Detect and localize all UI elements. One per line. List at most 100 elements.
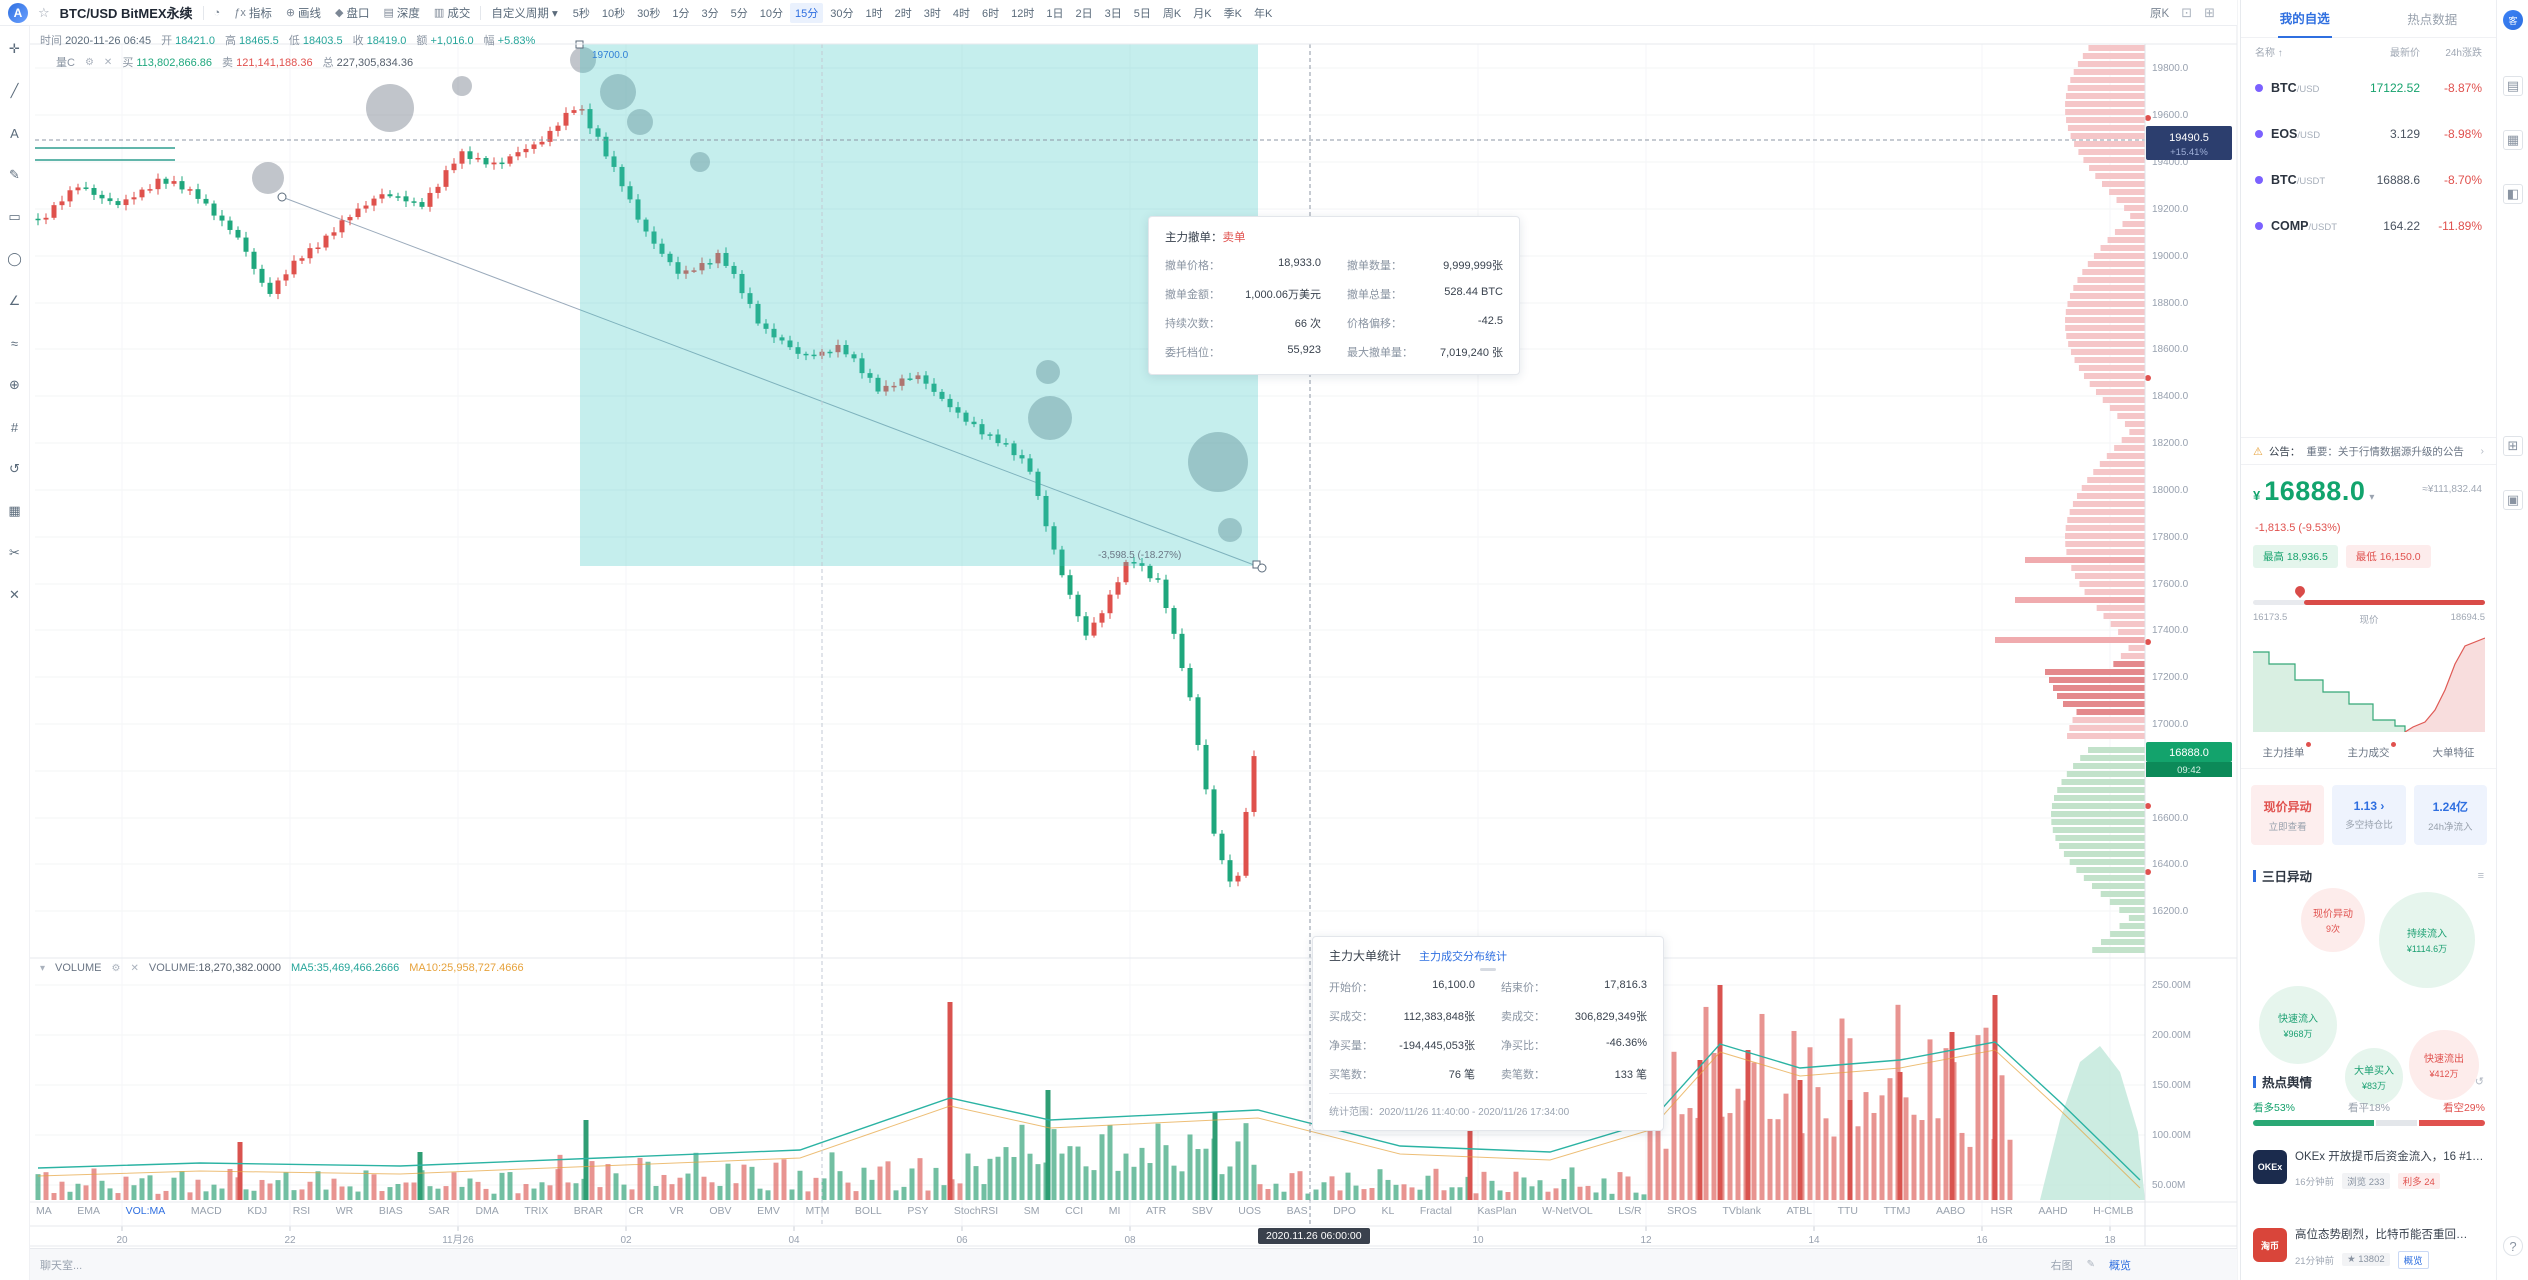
indicator-TVblank[interactable]: TVblank (1722, 1205, 1762, 1217)
announcement-bar[interactable]: ⚠ 公告： 重要：关于行情数据源升级的公告 › (2241, 437, 2496, 465)
compare-icon[interactable]: ⊞ (2503, 436, 2523, 456)
angle-tool-icon[interactable]: ∠ (8, 293, 21, 308)
text-tool-icon[interactable]: A (10, 125, 19, 141)
indicator-AABO[interactable]: AABO (1935, 1205, 1966, 1217)
indicator-KL[interactable]: KL (1381, 1205, 1395, 1217)
app-logo-icon[interactable]: A (8, 2, 28, 23)
indicator-EMA[interactable]: EMA (77, 1205, 101, 1217)
list-icon[interactable]: ≡ (2477, 869, 2484, 882)
indicator-MACD[interactable]: MACD (190, 1205, 222, 1217)
last-price-block[interactable]: ¥ 16888.0 ▾ (2253, 476, 2375, 506)
close-icon[interactable]: ✕ (103, 56, 113, 68)
edit-icon[interactable]: ✎ (2086, 1259, 2095, 1270)
measure-tool-icon[interactable]: ✂ (9, 545, 20, 560)
gear-icon[interactable]: ⚙ (111, 962, 121, 974)
drag-handle[interactable] (1480, 968, 1496, 971)
symbol-title[interactable]: BTC/USD BitMEX永续 (59, 6, 193, 21)
refresh-icon[interactable]: ↺ (2474, 1076, 2484, 1088)
overview-button[interactable]: 概览 (2109, 1259, 2131, 1272)
indicator-OBV[interactable]: OBV (709, 1205, 732, 1217)
watchlist-row[interactable]: BTC/USDT 16888.6 -8.70% (2241, 158, 2496, 202)
indicator-DPO[interactable]: DPO (1333, 1205, 1356, 1217)
watchlist-row[interactable]: COMP/USDT 164.22 -11.89% (2241, 204, 2496, 248)
stats-distribution-link[interactable]: 主力成交分布统计 (1419, 950, 1508, 963)
rectangle-tool-icon[interactable]: ▭ (8, 209, 21, 224)
indicator-RSI[interactable]: RSI (292, 1205, 311, 1217)
indicator-W-NetVOL[interactable]: W-NetVOL (1542, 1205, 1593, 1217)
timeframe-10秒[interactable]: 10秒 (601, 7, 626, 20)
panel-layout-icon[interactable]: ◧ (2503, 184, 2523, 204)
customer-service-icon[interactable]: 客 (2503, 10, 2523, 30)
indicator-KDJ[interactable]: KDJ (247, 1205, 268, 1217)
tab-main-trades[interactable]: 主力成交 (2348, 742, 2396, 760)
indicator-Fractal[interactable]: Fractal (1419, 1205, 1452, 1217)
long-short-ratio-card[interactable]: 1.13 › 多空持仓比 (2332, 785, 2406, 845)
news-item[interactable]: 淘币 高位态势剧烈，比特币能否重回… 21分钟前 ★ 13802 概览 (2253, 1228, 2485, 1269)
favorite-star-icon[interactable]: ☆ (38, 4, 50, 20)
indicator-BOLL[interactable]: BOLL (854, 1205, 882, 1217)
indicator-SROS[interactable]: SROS (1667, 1205, 1697, 1217)
timeframe-周K[interactable]: 周K (1162, 7, 1182, 20)
timeframe-30秒[interactable]: 30秒 (637, 7, 661, 20)
ellipse-tool-icon[interactable]: ◯ (7, 251, 22, 266)
depth-chart[interactable] (2253, 632, 2485, 732)
move-bubble[interactable]: 持续流入 ¥1114.6万 (2379, 892, 2475, 988)
timeframe-3日[interactable]: 3日 (1104, 7, 1122, 20)
price-range-slider[interactable] (2253, 583, 2485, 605)
indicator-CCI[interactable]: CCI (1065, 1205, 1084, 1217)
timeframe-5日[interactable]: 5日 (1133, 7, 1151, 20)
custom-period-dropdown[interactable]: 自定义周期 ▾ (491, 7, 558, 20)
notes-icon[interactable]: ▣ (2503, 490, 2523, 510)
timeframe-年K[interactable]: 年K (1253, 7, 1273, 20)
toolbar-tool-成交[interactable]: ▥ 成交 (433, 7, 471, 20)
timeframe-10分[interactable]: 10分 (759, 7, 784, 20)
timeframe-15分[interactable]: 15分 (790, 2, 824, 23)
timeframe-1时[interactable]: 1时 (865, 7, 883, 20)
draw-tool-icon[interactable]: ✎ (9, 167, 20, 182)
toolbar-tool-画线[interactable]: ⊕ 画线 (285, 7, 322, 20)
chatroom-link[interactable]: 聊天室... (40, 1259, 83, 1272)
timeframe-季K[interactable]: 季K (1223, 7, 1242, 20)
indicator-UOS[interactable]: UOS (1238, 1205, 1262, 1217)
indicator-H-CMLB[interactable]: H-CMLB (2093, 1205, 2134, 1217)
watchlist-row[interactable]: EOS/USD 3.129 -8.98% (2241, 112, 2496, 156)
timeframe-2日[interactable]: 2日 (1075, 7, 1093, 20)
indicator-SM[interactable]: SM (1023, 1205, 1040, 1217)
indicator-BIAS[interactable]: BIAS (378, 1205, 403, 1217)
collapse-icon[interactable]: ▾ (40, 962, 46, 974)
timeframe-5秒[interactable]: 5秒 (572, 7, 590, 20)
net-inflow-card[interactable]: 1.24亿 24h净流入 (2413, 785, 2487, 845)
news-item[interactable]: OKEx OKEx 开放提币后资金流入，16 #1 首… 16分钟前 浏览 23… (2253, 1150, 2485, 1189)
trendline-tool-icon[interactable]: ╱ (10, 83, 19, 98)
timeframe-4时[interactable]: 4时 (952, 7, 971, 20)
timeframe-2时[interactable]: 2时 (894, 7, 912, 20)
indicator-TTU[interactable]: TTU (1837, 1205, 1859, 1217)
fullscreen-icon[interactable]: ⊞ (2204, 4, 2215, 20)
indicator-MA[interactable]: MA (36, 1205, 52, 1217)
indicator-MI[interactable]: MI (1108, 1205, 1121, 1217)
indicator-TRIX[interactable]: TRIX (524, 1205, 549, 1217)
kline-settings-icon[interactable]: ▤ (2503, 76, 2523, 96)
timeframe-1日[interactable]: 1日 (1046, 7, 1064, 20)
timeframe-30分[interactable]: 30分 (830, 7, 854, 20)
delete-tool-icon[interactable]: ✕ (9, 587, 20, 602)
toolbar-tool-指标[interactable]: ƒx 指标 (234, 6, 272, 20)
move-bubble[interactable]: 快速流入 ¥968万 (2259, 986, 2337, 1064)
price-alert-card[interactable]: 现价异动 立即查看 (2251, 785, 2325, 845)
indicator-MTM[interactable]: MTM (805, 1205, 830, 1217)
indicator-DMA[interactable]: DMA (475, 1205, 499, 1217)
timeframe-3时[interactable]: 3时 (923, 7, 941, 20)
indicator-LS/R[interactable]: LS/R (1618, 1205, 1642, 1217)
timeframe-3分[interactable]: 3分 (701, 7, 719, 20)
indicator-SAR[interactable]: SAR (428, 1205, 450, 1217)
close-icon[interactable]: ✕ (130, 962, 139, 974)
timeframe-6时[interactable]: 6时 (982, 7, 1000, 20)
move-bubble[interactable]: 现价异动 9次 (2301, 888, 2365, 952)
help-icon[interactable]: ? (2503, 1236, 2523, 1256)
indicator-SBV[interactable]: SBV (1191, 1205, 1213, 1217)
indicator-VR[interactable]: VR (669, 1205, 684, 1217)
indicator-VOL:MA[interactable]: VOL:MA (125, 1205, 166, 1217)
indicator-KasPlan[interactable]: KasPlan (1477, 1205, 1517, 1217)
indicator-PSY[interactable]: PSY (907, 1205, 929, 1217)
